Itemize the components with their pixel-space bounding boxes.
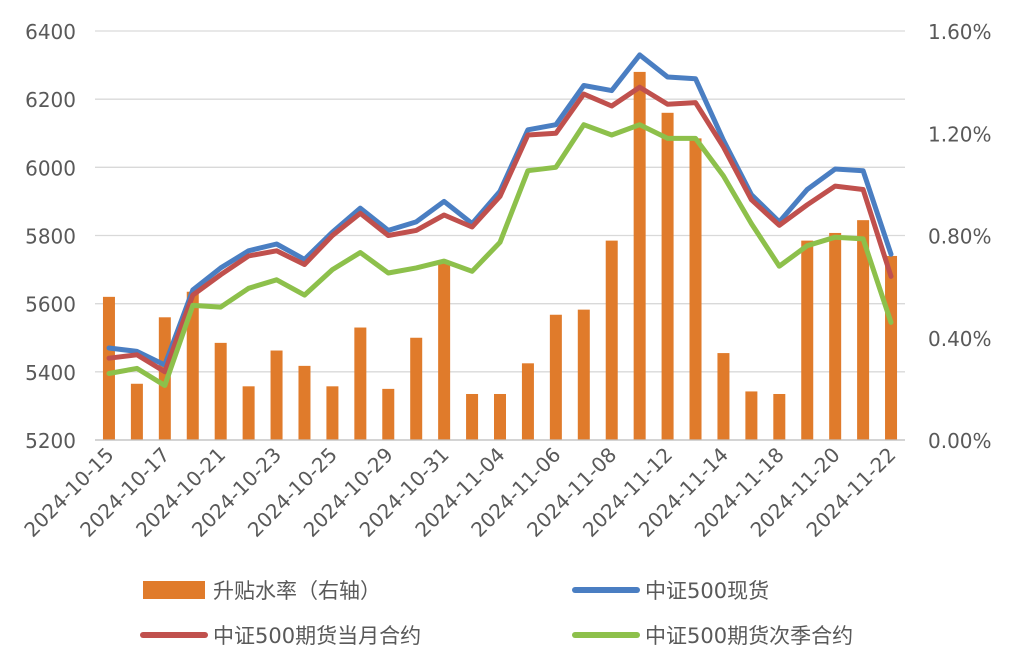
bar [521, 363, 534, 440]
y-axis-left: 5200 5400 5600 5800 6000 6200 6400 [25, 20, 76, 453]
y-left-tick-label: 5800 [25, 225, 76, 249]
bar [186, 291, 199, 440]
y-left-tick-label: 6200 [25, 88, 76, 112]
bar [242, 386, 255, 440]
legend-label: 升贴水率（右轴） [213, 579, 381, 603]
bar [326, 386, 339, 440]
bar [549, 314, 562, 440]
bar [717, 353, 730, 440]
bar [801, 240, 814, 440]
bar [885, 255, 898, 440]
legend-label: 中证500期货当月合约 [213, 624, 421, 648]
y-left-tick-label: 5600 [25, 293, 76, 317]
bar [689, 138, 702, 441]
bar [410, 337, 423, 440]
series-line-2 [106, 84, 894, 375]
bar [438, 261, 451, 440]
legend-label: 中证500期货次季合约 [645, 624, 853, 648]
y-right-tick-label: 0.40% [928, 327, 992, 351]
legend-label: 中证500现货 [645, 579, 769, 603]
y-axis-right: 0.00% 0.40% 0.80% 1.20% 1.60% [928, 20, 992, 453]
series-line-1 [106, 52, 894, 368]
bar [605, 240, 618, 440]
bar [130, 383, 143, 440]
bar [661, 112, 674, 441]
x-axis: 2024-10-152024-10-172024-10-212024-10-23… [19, 439, 905, 542]
bar [773, 393, 786, 440]
y-right-tick-label: 0.00% [928, 429, 992, 453]
bar [633, 71, 646, 441]
series-line-3 [106, 122, 894, 388]
bar [577, 309, 590, 440]
legend-swatch-bar [143, 581, 205, 599]
bar [829, 232, 842, 440]
bar [354, 327, 367, 440]
bar-series [102, 71, 898, 441]
bar [214, 342, 227, 440]
bar [102, 296, 115, 440]
y-right-tick-label: 1.20% [928, 122, 992, 146]
bar [466, 393, 479, 440]
bar [382, 388, 395, 440]
bar [494, 393, 506, 440]
bar [745, 391, 758, 440]
y-left-tick-label: 6000 [25, 156, 76, 180]
y-left-tick-label: 6400 [25, 20, 76, 44]
bar [298, 365, 311, 440]
bar [857, 220, 870, 440]
y-left-tick-label: 5400 [25, 361, 76, 385]
y-right-tick-label: 1.60% [928, 20, 992, 44]
y-left-tick-label: 5200 [25, 429, 76, 453]
line-series [106, 52, 894, 388]
y-right-tick-label: 0.80% [928, 225, 992, 249]
bar [270, 350, 283, 440]
